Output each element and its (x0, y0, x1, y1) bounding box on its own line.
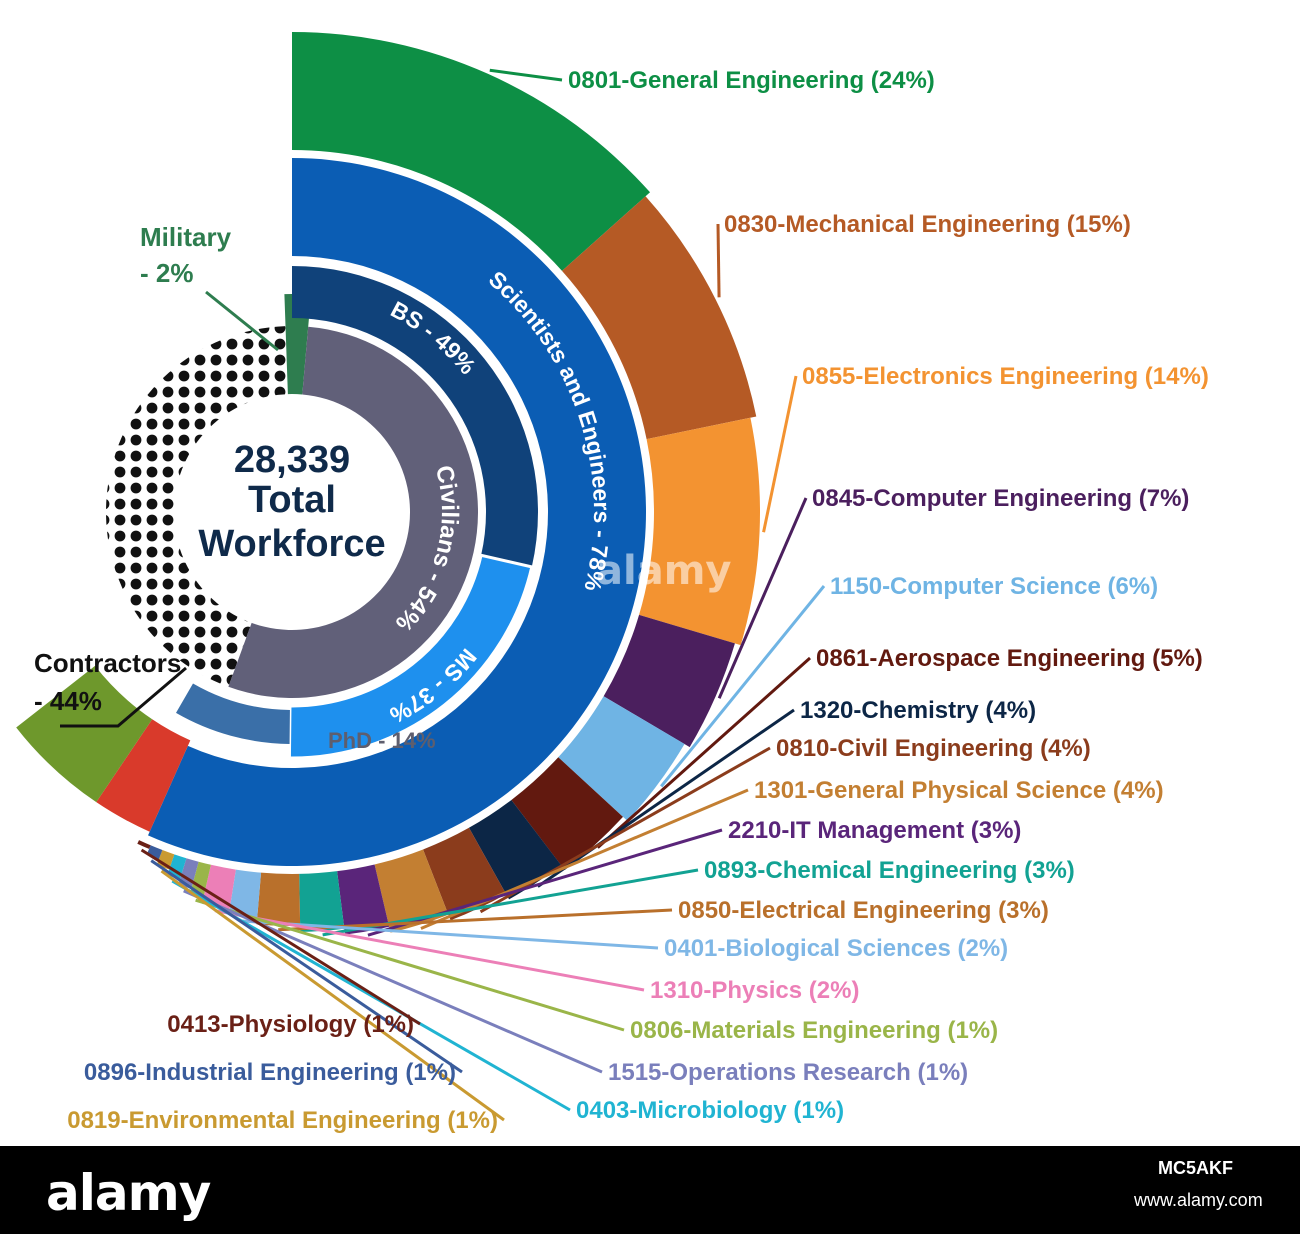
leader-line-0830-mechanical-engineering-15 (716, 223, 721, 298)
leader-line-0810-civil-engineering-4 (479, 746, 771, 914)
occupation-label-0855-electronics-engineering-14: 0855-Electronics Engineering (14%) (802, 363, 1209, 390)
unlabeled-segment-green (16, 665, 153, 803)
occupation-segment-0413-physiology-1 (137, 840, 151, 849)
leader-line-0401-biological-sciences-2 (242, 919, 659, 950)
scientists-engineers-segment (148, 158, 647, 866)
occupation-segment-0855-electronics-engineering-14 (639, 417, 761, 646)
leader-line-1320-chemistry-4 (537, 708, 795, 888)
occupation-segment-1301-general-physical-science-4 (374, 849, 449, 933)
military-leader-line (205, 290, 279, 352)
alamy-watermark: alamy (596, 548, 732, 594)
contractors-value: - 44% (34, 686, 102, 716)
leader-line-0819-environmental-engineering-1 (160, 869, 505, 1122)
leader-line-1150-computer-science-6 (660, 585, 826, 788)
unlabeled-segment-red (96, 719, 191, 832)
occupation-label-0896-industrial-engineering-1: 0896-Industrial Engineering (1%) (84, 1059, 456, 1086)
occupation-segment-1150-computer-science-6 (558, 696, 685, 821)
occupation-label-0861-aerospace-engineering-5: 0861-Aerospace Engineering (5%) (816, 645, 1203, 672)
occupation-label-0806-materials-engineering-1: 0806-Materials Engineering (1%) (630, 1017, 998, 1044)
contractors-segment (105, 326, 288, 687)
occupation-segment-0401-biological-sciences-2 (228, 869, 262, 919)
occupation-label-1320-chemistry-4: 1320-Chemistry (4%) (800, 697, 1036, 724)
leader-line-0845-computer-engineering-7 (717, 497, 808, 699)
total-workforce-label-workforce: Workforce (198, 523, 385, 565)
occupation-segment-0861-aerospace-engineering-5 (511, 757, 623, 870)
occupation-label-0810-civil-engineering-4: 0810-Civil Engineering (4%) (776, 735, 1091, 762)
leader-line-1301-general-physical-science-4 (420, 788, 749, 930)
military-segment (284, 294, 311, 395)
occupation-label-1150-computer-science-6: 1150-Computer Science (6%) (830, 573, 1158, 600)
occupation-segment-0819-environmental-engineering-1 (156, 850, 175, 870)
education-segment-phd-14 (176, 683, 290, 744)
occupation-label-0893-chemical-engineering-3: 0893-Chemical Engineering (3%) (704, 857, 1075, 884)
occupation-segment-0810-civil-engineering-4 (423, 827, 507, 921)
occupation-label-0819-environmental-engineering-1: 0819-Environmental Engineering (1%) (67, 1107, 498, 1134)
education-segment-bs-49 (292, 266, 538, 567)
occupation-segment-0830-mechanical-engineering-15 (562, 196, 757, 440)
occupation-segment-1310-physics-2 (201, 864, 236, 910)
occupation-label-1301-general-physical-science-4: 1301-General Physical Science (4%) (754, 777, 1164, 804)
contractors-leader-line (60, 666, 187, 728)
occupation-label-0845-computer-engineering-7: 0845-Computer Engineering (7%) (812, 485, 1189, 512)
occupation-segment-1320-chemistry-4 (468, 799, 562, 900)
occupation-label-1310-physics-2: 1310-Physics (2%) (650, 977, 859, 1004)
occupation-segment-0801-general-engineering-24 (292, 32, 651, 271)
total-workforce-label-total: Total (248, 479, 336, 521)
leader-line-0801-general-engineering-24 (489, 68, 563, 82)
alamy-logo: alamy (46, 1164, 211, 1222)
occupation-label-0403-microbiology-1: 0403-Microbiology (1%) (576, 1097, 844, 1124)
civilians-segment (228, 326, 479, 699)
occupation-label-0413-physiology-1: 0413-Physiology (1%) (167, 1011, 414, 1038)
contractors-label: Contractors (34, 648, 181, 678)
occupation-label-0850-electrical-engineering-3: 0850-Electrical Engineering (3%) (678, 897, 1049, 924)
leader-line-1310-physics-2 (214, 909, 645, 992)
leader-line-0861-aerospace-engineering-5 (596, 656, 811, 849)
leader-line-0896-industrial-engineering-1 (150, 859, 463, 1074)
occupation-segment-0850-electrical-engineering-3 (256, 872, 301, 926)
occupation-segment-2210-it-management-3 (337, 864, 390, 935)
image-id: MC5AKF (1158, 1158, 1233, 1178)
phd-label: PhD - 14% (328, 728, 436, 753)
occupation-segment-0845-computer-engineering-7 (603, 614, 735, 748)
occupation-label-0401-biological-sciences-2: 0401-Biological Sciences (2%) (664, 935, 1008, 962)
leader-line-0855-electronics-engineering-14 (762, 375, 798, 533)
occupation-label-0801-general-engineering-24: 0801-General Engineering (24%) (568, 67, 935, 94)
leader-line-0806-materials-engineering-1 (195, 898, 625, 1032)
leader-line-0413-physiology-1 (140, 848, 421, 1026)
occupation-segment-0893-chemical-engineering-3 (299, 871, 345, 932)
occupation-label-0830-mechanical-engineering-15: 0830-Mechanical Engineering (15%) (724, 211, 1131, 238)
occupation-label-1515-operations-research-1: 1515-Operations Research (1%) (608, 1059, 968, 1086)
total-workforce-value: 28,339 (234, 439, 350, 481)
occupation-label-2210-it-management-3: 2210-IT Management (3%) (728, 817, 1021, 844)
military-value: - 2% (140, 258, 193, 288)
military-label: Military (140, 222, 232, 252)
image-url: www.alamy.com (1134, 1190, 1263, 1210)
stock-footer-bar: alamy MC5AKF www.alamy.com (0, 1146, 1300, 1234)
education-segment-ms-37 (287, 553, 534, 760)
